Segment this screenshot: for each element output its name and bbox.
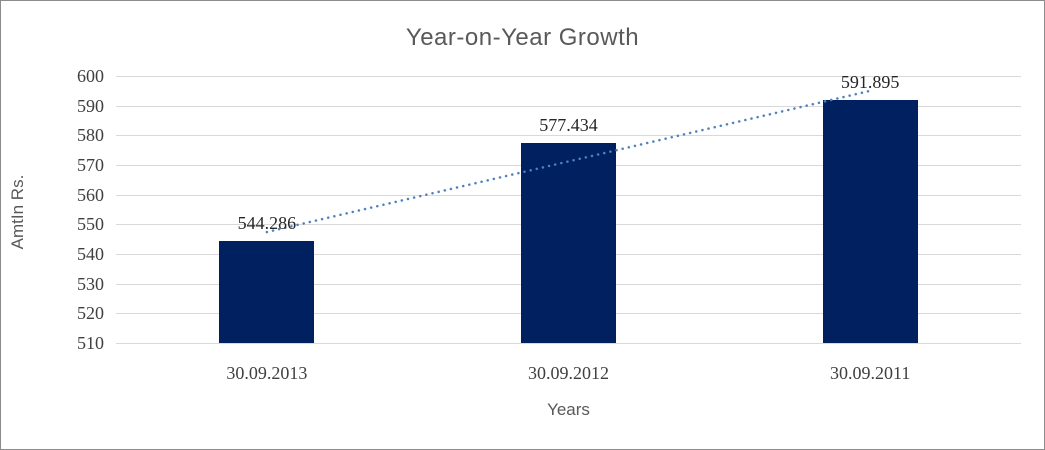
y-tick-label: 540 [77, 244, 104, 264]
category-label: 30.09.2011 [829, 363, 911, 383]
trendline-path [265, 89, 872, 234]
bar [219, 241, 315, 343]
gridline [116, 105, 1021, 107]
y-tick-label: 520 [77, 303, 104, 324]
gridline [116, 76, 1021, 77]
gridline [116, 135, 1021, 137]
y-tick-label: 590 [77, 95, 104, 116]
data-label: 577.434 [539, 114, 598, 135]
bar [822, 100, 918, 343]
chart-title: Year-on-Year Growth [405, 24, 640, 51]
y-tick-label: 550 [77, 214, 104, 235]
gridline [116, 343, 1021, 344]
x-axis-title: Years [547, 400, 590, 419]
y-tick-label: 600 [77, 66, 104, 86]
y-tick-label: 580 [77, 125, 104, 146]
data-label: 544.286 [237, 213, 297, 234]
y-tick-label: 570 [77, 155, 104, 175]
y-tick-label: 530 [77, 273, 104, 294]
bar [521, 142, 616, 343]
category-label: 30.09.2013 [226, 363, 308, 383]
category-label: 30.09.2012 [528, 363, 609, 383]
y-tick-label: 510 [77, 333, 104, 353]
y-tick-label: 560 [77, 184, 104, 205]
data-label: 591.895 [840, 72, 900, 93]
